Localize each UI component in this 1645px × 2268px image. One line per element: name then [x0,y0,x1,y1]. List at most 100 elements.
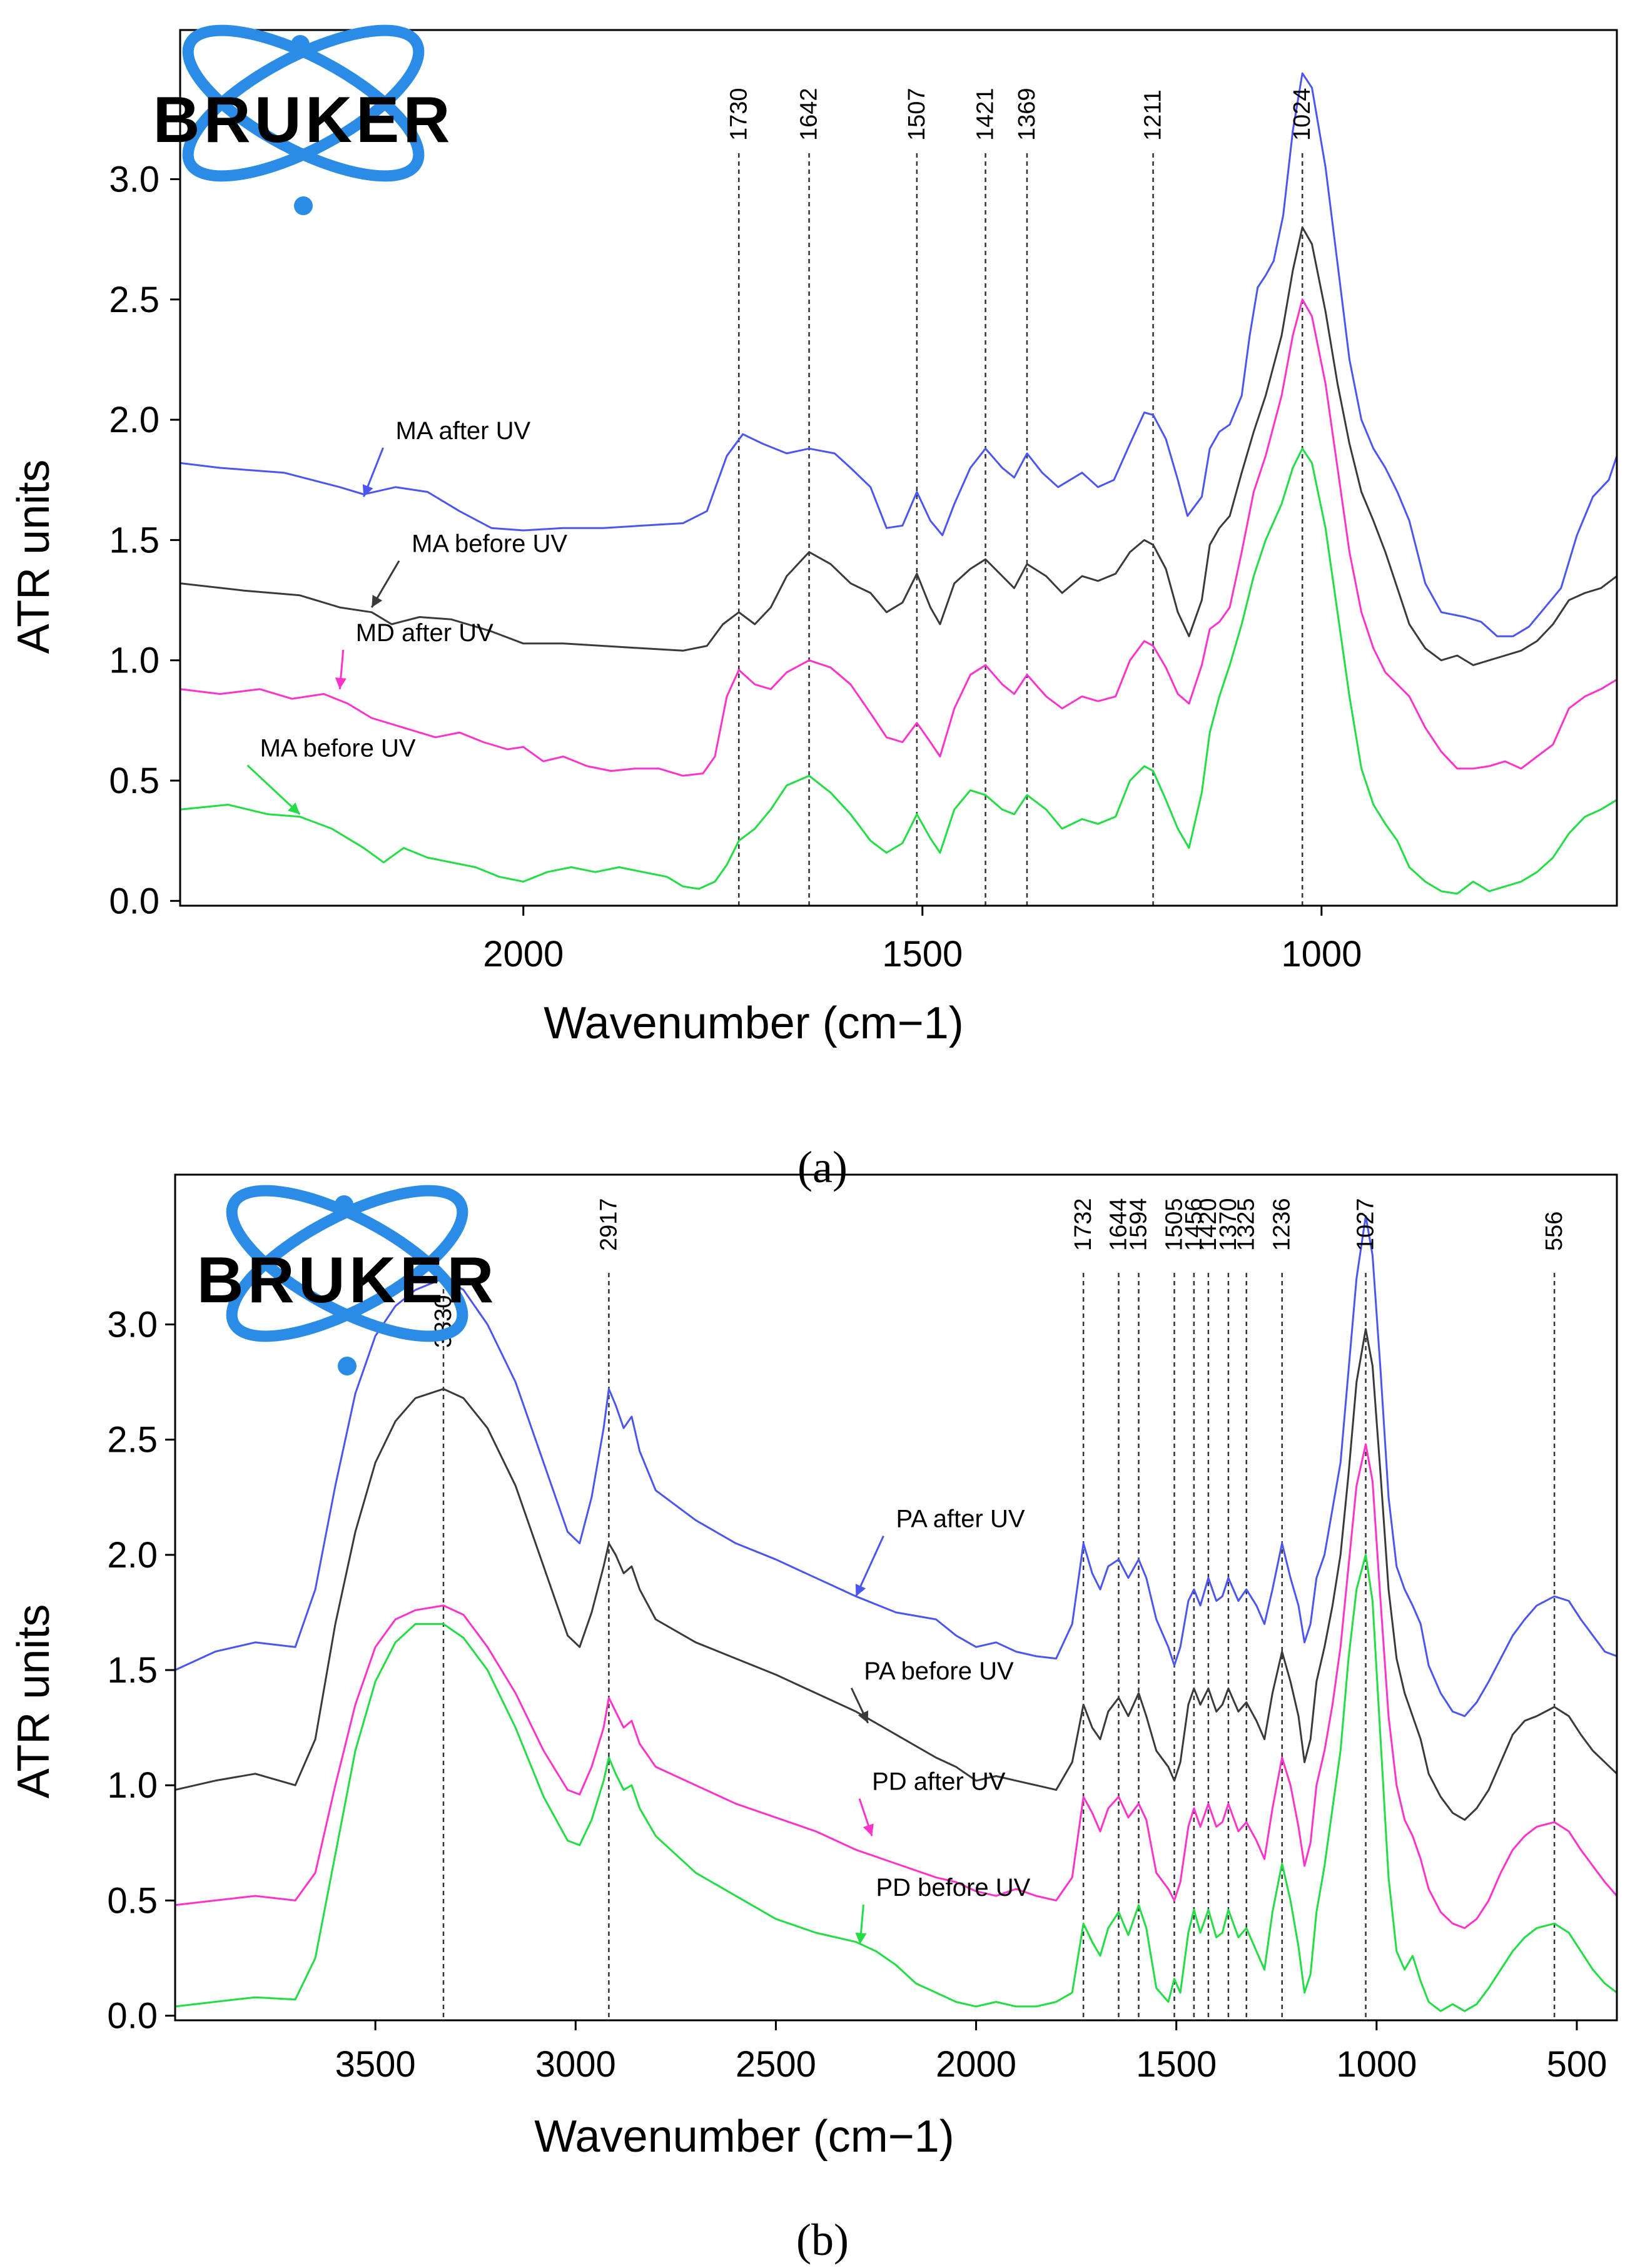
peak-label: 1211 [1140,89,1167,141]
bruker-logo: BRUKER [153,24,454,215]
x-tick-label: 1500 [1136,2044,1217,2085]
logo-text: BRUKER [197,1244,498,1317]
peak-label: 1420 [1195,1198,1222,1251]
series-line-black [180,226,1617,666]
x-tick-label: 500 [1547,2044,1607,2085]
series-line-green [175,1554,1617,2012]
peak-label: 1456 [1181,1198,1207,1251]
series-label: PA after UV [896,1506,1025,1533]
y-tick-label: 1.0 [107,1765,158,1806]
panel-b-axes: 0.0 0.5 1.0 1.5 2.0 2.5 3.0 3500 3000 2500 2000 150… [107,1304,1607,2085]
panel-b-chart: 0.0 0.5 1.0 1.5 2.0 2.5 3.0 3500 3000 2500 2000 150… [9,1173,1618,2265]
y-tick-label: 2.0 [109,400,159,440]
panel-a-axes: 0.0 0.5 1.0 1.5 2.0 2.5 3.0 2000 1500 1000 [109,159,1362,975]
logo-electron-bottom [338,1357,357,1375]
panel-b-peak-lines [442,1273,1556,2020]
logo-text: BRUKER [153,84,454,156]
panel-a-plot-frame [179,29,1618,907]
annotation-arrowhead [863,1823,874,1836]
series-line-green [180,447,1617,895]
logo-orbit-1 [182,24,425,182]
y-tick-label: 2.5 [107,1420,158,1461]
peak-label: 1325 [1233,1198,1260,1251]
y-tick-label: 1.5 [107,1650,158,1691]
y-tick-label: 2.5 [109,280,159,320]
peak-label: 1370 [1215,1198,1242,1251]
panel-b-series-annotations: PA after UV PA before UV PD after UV PD bef… [850,1506,1031,1945]
peak-label: 1642 [796,88,822,141]
series-label: PD before UV [876,1874,1030,1901]
panel-b-plot-frame [174,1173,1618,2022]
logo-electron-bottom [294,196,313,215]
peak-label: 1505 [1161,1198,1187,1251]
annotation-arrowhead [288,802,300,814]
peak-label: 1421 [973,88,999,141]
series-label: PD after UV [872,1768,1006,1796]
peak-label: 1024 [1289,88,1315,141]
bruker-logo-b: BRUKER [197,1185,498,1375]
panel-b-x-axis-label: Wavenumber (cm−1) [534,2112,954,2162]
annotation-arrowhead [335,677,347,689]
x-tick-label: 3500 [335,2044,416,2085]
panel-a-chart: 0.0 0.5 1.0 1.5 2.0 2.5 3.0 2000 1500 1000 1730 16… [9,24,1618,1192]
y-tick-label: 1.5 [109,520,159,560]
y-tick-label: 0.0 [109,881,159,921]
panel-a-y-axis-label: ATR units [9,460,59,654]
panel-a-peak-labels: 1730 1642 1507 1421 1369 1211 1024 [726,88,1315,141]
x-tick-label: 1000 [1281,934,1362,975]
series-line-black [175,1328,1618,1821]
y-tick-label: 3.0 [109,159,159,200]
peak-label: 1236 [1269,1198,1295,1251]
annotation-arrowhead [362,484,373,497]
logo-electron-top [335,1195,353,1214]
panel-b-label: (b) [796,2215,849,2265]
annotation-arrowhead [855,1932,867,1945]
annotation-arrowhead [855,1584,866,1597]
peak-label: 2917 [595,1198,622,1251]
series-label: PA before UV [864,1658,1014,1685]
y-tick-label: 0.5 [109,761,159,801]
x-tick-label: 1500 [882,934,963,975]
logo-orbit-1 [226,1185,468,1342]
panel-a-peak-lines [738,153,1303,906]
series-label: MA before UV [412,530,567,558]
series-label: MA before UV [260,735,416,762]
panel-b-series [175,1215,1618,2012]
peak-label: 1594 [1126,1198,1152,1251]
series-line-blue [175,1215,1617,1718]
annotation-arrowhead [372,595,383,608]
y-tick-label: 3.0 [107,1304,158,1345]
series-line-magenta [175,1443,1618,1930]
peak-label: 1369 [1014,88,1040,141]
peak-label: 1507 [904,88,930,141]
panel-a-x-axis-label: Wavenumber (cm−1) [544,998,964,1048]
y-tick-label: 2.0 [107,1535,158,1576]
logo-electron-top [291,35,310,54]
series-line-magenta [180,298,1617,777]
panel-a-series [180,72,1618,895]
panel-a-label: (a) [797,1142,848,1192]
x-tick-label: 1000 [1336,2044,1417,2085]
annotation-arrow-line [246,764,301,815]
x-tick-label: 2000 [483,934,564,975]
y-tick-label: 1.0 [109,640,159,681]
peak-label: 556 [1541,1212,1567,1251]
peak-label: 1027 [1353,1198,1379,1251]
peak-label: 1644 [1105,1198,1131,1251]
y-tick-label: 0.0 [107,1996,158,2037]
annotation-arrowhead [858,1710,869,1723]
panel-b-y-axis-label: ATR units [9,1604,59,1799]
logo-orbit-2 [182,24,425,182]
logo-orbit-2 [226,1185,468,1342]
x-tick-label: 2000 [936,2044,1016,2085]
series-label: MA after UV [396,417,531,445]
x-tick-label: 3000 [535,2044,616,2085]
series-label: MD after UV [356,619,493,647]
panel-a-series-annotations: MA after UV MA before UV MD after UV MA bef… [246,417,567,815]
series-line-blue [180,72,1618,637]
x-tick-label: 2500 [736,2044,816,2085]
y-tick-label: 0.5 [107,1880,158,1921]
